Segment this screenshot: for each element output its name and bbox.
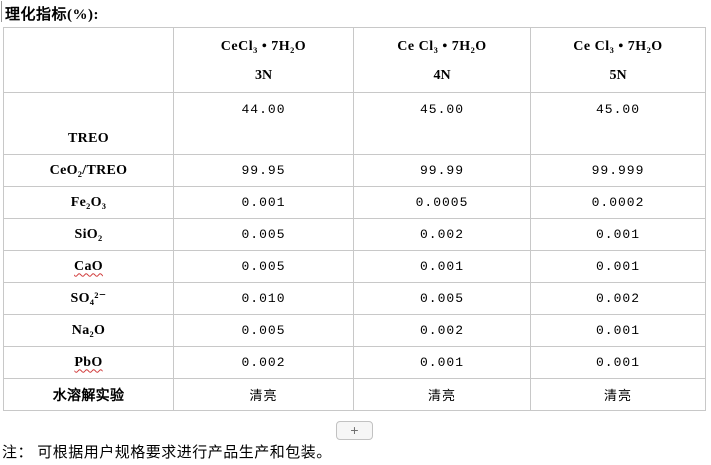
page-title: 理化指标(%): [5, 7, 99, 23]
value-cell[interactable]: 0.002 [353, 314, 531, 347]
value-cell[interactable]: 99.95 [173, 154, 354, 187]
value-cell[interactable]: 0.001 [530, 218, 706, 251]
spec-table: CeCl₃ • 7H₂O 3N Ce Cl₃ • 7H₂O 4N Ce Cl₃ … [3, 27, 706, 411]
value-cell[interactable]: 45.00 [353, 92, 531, 155]
header-cell-4n[interactable]: Ce Cl₃ • 7H₂O 4N [353, 27, 531, 93]
table-row-sio2: SiO₂ 0.005 0.002 0.001 [3, 218, 706, 251]
table-row-ceo2-treo: CeO₂/TREO 99.95 99.99 99.999 [3, 154, 706, 187]
value-cell[interactable]: 0.005 [173, 314, 354, 347]
value-cell[interactable]: 0.001 [530, 346, 706, 379]
value-cell[interactable]: 0.005 [173, 218, 354, 251]
header-empty-cell[interactable] [3, 27, 174, 93]
header-cell-5n[interactable]: Ce Cl₃ • 7H₂O 5N [530, 27, 706, 93]
value-cell[interactable]: 0.005 [353, 282, 531, 315]
row-label-cell[interactable]: CeO₂/TREO [3, 154, 174, 187]
value-cell[interactable]: 45.00 [530, 92, 706, 155]
value-cell[interactable]: 0.0005 [353, 186, 531, 219]
column-grade: 5N [609, 67, 627, 83]
row-label-cell-misspelled[interactable]: CaO [3, 250, 174, 283]
row-label-cell[interactable]: TREO [3, 92, 174, 155]
value-cell[interactable]: 0.005 [173, 250, 354, 283]
value-cell[interactable]: 清亮 [173, 378, 354, 411]
value-cell[interactable]: 0.010 [173, 282, 354, 315]
value-cell[interactable]: 99.999 [530, 154, 706, 187]
table-row-na2o: Na₂O 0.005 0.002 0.001 [3, 314, 706, 347]
value-cell[interactable]: 99.99 [353, 154, 531, 187]
table-row-so4: SO₄²⁻ 0.010 0.005 0.002 [3, 282, 706, 315]
row-label-cell[interactable]: SO₄²⁻ [3, 282, 174, 315]
value-cell[interactable]: 0.001 [353, 250, 531, 283]
column-grade: 3N [254, 67, 273, 83]
value-cell[interactable]: 清亮 [353, 378, 531, 411]
table-row-cao: CaO 0.005 0.001 0.001 [3, 250, 706, 283]
row-label-cell[interactable]: Na₂O [3, 314, 174, 347]
table-row-fe2o3: Fe₂O₃ 0.001 0.0005 0.0002 [3, 186, 706, 219]
column-formula: CeCl₃ • 7H₂O [220, 38, 307, 54]
value-cell[interactable]: 44.00 [173, 92, 354, 155]
column-formula: Ce Cl₃ • 7H₂O [397, 38, 487, 54]
value-cell[interactable]: 0.002 [353, 218, 531, 251]
row-label-cell[interactable]: SiO₂ [3, 218, 174, 251]
row-label-cell[interactable]: Fe₂O₃ [3, 186, 174, 219]
column-grade: 4N [433, 67, 451, 83]
value-cell[interactable]: 0.001 [530, 250, 706, 283]
add-row-button[interactable]: + [336, 421, 373, 440]
header-cell-3n[interactable]: CeCl₃ • 7H₂O 3N [173, 27, 354, 93]
value-cell[interactable]: 0.001 [530, 314, 706, 347]
table-row-treo: TREO 44.00 45.00 45.00 [3, 92, 706, 155]
text-cursor [1, 1, 2, 22]
column-formula: Ce Cl₃ • 7H₂O [573, 38, 663, 54]
table-row-water-solubility: 水溶解实验 清亮 清亮 清亮 [3, 378, 706, 411]
value-cell[interactable]: 0.002 [530, 282, 706, 315]
value-cell[interactable]: 0.0002 [530, 186, 706, 219]
header-row: CeCl₃ • 7H₂O 3N Ce Cl₃ • 7H₂O 4N Ce Cl₃ … [3, 27, 706, 93]
value-cell[interactable]: 清亮 [530, 378, 706, 411]
table-row-pbo: PbO 0.002 0.001 0.001 [3, 346, 706, 379]
value-cell[interactable]: 0.002 [173, 346, 354, 379]
row-label-cell[interactable]: 水溶解实验 [3, 378, 174, 411]
footnote: 注： 可根据用户规格要求进行产品生产和包装。 [2, 445, 332, 461]
value-cell[interactable]: 0.001 [353, 346, 531, 379]
value-cell[interactable]: 0.001 [173, 186, 354, 219]
row-label-cell-misspelled[interactable]: PbO [3, 346, 174, 379]
